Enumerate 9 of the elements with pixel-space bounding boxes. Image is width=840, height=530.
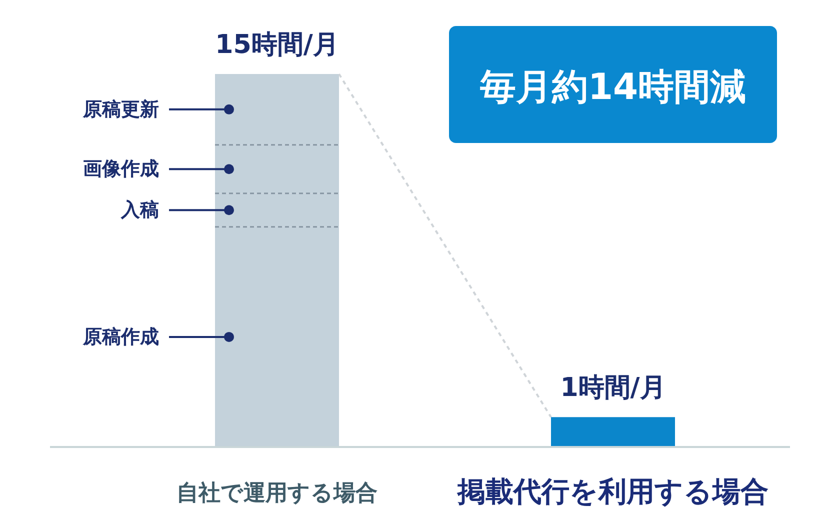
annotation: 15時間/月 [215, 30, 339, 60]
text: 画像作成 [83, 158, 159, 180]
text: 入稿 [120, 199, 159, 222]
x-tick-label: 自社で運用する場合 [176, 481, 378, 506]
x-tick-label: 掲載代行を利用する場合 [456, 475, 768, 508]
text: 原稿更新 [82, 98, 159, 120]
text: 原稿作成 [82, 326, 159, 348]
annotation: 1時間/月 [560, 373, 666, 404]
annotation: 毎月約14時間減 [478, 67, 746, 108]
